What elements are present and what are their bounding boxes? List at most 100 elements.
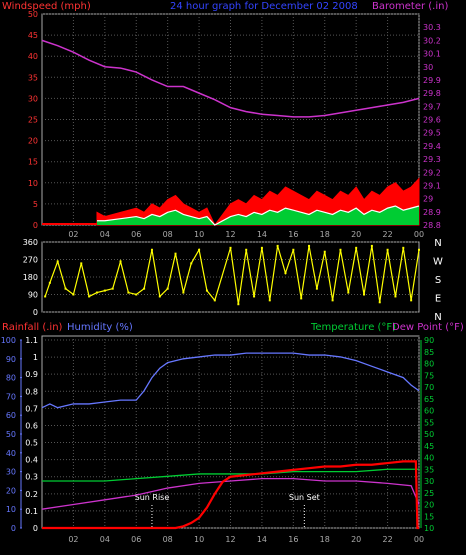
- barometer-y-tick: 29.4: [423, 142, 441, 151]
- wind-direction-point: [190, 262, 193, 265]
- sun-annotation: Sun Set: [289, 493, 320, 502]
- temperature-y-tick: 35: [424, 465, 434, 474]
- rain-y-tick: 1.1: [25, 336, 38, 345]
- wind-x-tick: 06: [131, 230, 141, 239]
- wind-direction-point: [315, 287, 318, 290]
- humidity-y-tick: 20: [6, 486, 16, 495]
- humidity-x-tick: 22: [382, 535, 392, 544]
- barometer-y-tick: 30: [423, 63, 433, 72]
- barometer-axis-label: Barometer (.in): [372, 1, 448, 12]
- wind-panel-ticks: 0 5 10 15 20 25 30 35 40 45 50 28.8 28.9 29 29.1 29.2 29…: [28, 10, 441, 239]
- wind-direction-point: [44, 295, 47, 298]
- temperature-y-tick: 15: [424, 512, 434, 521]
- temperature-y-tick: 90: [424, 336, 434, 345]
- barometer-y-tick: 29: [423, 195, 433, 204]
- wind-direction-point: [88, 295, 91, 298]
- direction-y-tick: 180: [23, 273, 38, 282]
- wind-direction-point: [245, 248, 248, 251]
- wind-direction-point: [95, 291, 98, 294]
- barometer-y-tick: 29.1: [423, 181, 441, 190]
- wind-direction-point: [127, 291, 130, 294]
- barometer-y-tick: 29.7: [423, 102, 441, 111]
- humidity-x-tick: 12: [225, 535, 235, 544]
- wind-y-tick: 30: [28, 94, 38, 103]
- wind-direction-point: [119, 260, 122, 263]
- humidity-line: [41, 352, 420, 409]
- humidity-y-tick: 50: [6, 430, 16, 439]
- barometer-y-tick: 30.1: [423, 50, 441, 59]
- wind-direction-point: [103, 289, 106, 292]
- wind-y-tick: 10: [28, 179, 38, 188]
- wind-y-tick: 0: [33, 221, 38, 230]
- wind-direction-point: [150, 248, 153, 251]
- direction-panel-series: [44, 244, 420, 306]
- wind-direction-point: [276, 244, 279, 247]
- wind-y-tick: 35: [28, 73, 38, 82]
- wind-direction-point: [347, 291, 350, 294]
- barometer-line: [41, 39, 420, 118]
- compass-label: S: [435, 275, 441, 286]
- compass-label: N: [434, 238, 441, 249]
- humidity-y-tick: 10: [6, 505, 16, 514]
- wind-direction-point: [339, 248, 342, 251]
- wind-direction-point: [213, 299, 216, 302]
- temperature-y-tick: 25: [424, 489, 434, 498]
- rain-y-tick: 0.4: [25, 456, 38, 465]
- wind-direction-point: [308, 244, 311, 247]
- wind-direction-point: [394, 295, 397, 298]
- temperature-y-tick: 70: [424, 383, 434, 392]
- barometer-y-tick: 30.2: [423, 36, 441, 45]
- rain-y-tick: 0.8: [25, 387, 38, 396]
- humidity-x-tick: 06: [131, 535, 141, 544]
- wind-x-tick: 18: [320, 230, 330, 239]
- wind-x-tick: 02: [68, 230, 78, 239]
- barometer-y-tick: 29.8: [423, 89, 441, 98]
- temperature-y-tick: 20: [424, 501, 434, 510]
- wind-direction-point: [253, 295, 256, 298]
- wind-direction-point: [268, 299, 271, 302]
- wind-x-tick: 00: [414, 230, 424, 239]
- rainfall-axis-label: Rainfall (.in): [2, 322, 63, 333]
- wind-direction-point: [300, 297, 303, 300]
- humidity-y-tick: 100: [1, 336, 16, 345]
- wind-y-tick: 40: [28, 52, 38, 61]
- windspeed-axis-label: Windspeed (mph): [2, 1, 91, 12]
- sun-annotation: Sun Rise: [135, 493, 170, 502]
- wind-direction-point: [64, 287, 67, 290]
- wind-x-tick: 12: [225, 230, 235, 239]
- wind-x-tick: 14: [257, 230, 267, 239]
- temperature-line: [42, 468, 419, 482]
- rain-y-tick: 0.5: [25, 439, 38, 448]
- temperature-y-tick: 50: [424, 430, 434, 439]
- temperature-y-tick: 45: [424, 442, 434, 451]
- wind-direction-point: [56, 260, 59, 263]
- wind-y-tick: 50: [28, 10, 38, 19]
- temperature-y-tick: 10: [424, 524, 434, 533]
- wind-panel-grid: [42, 13, 420, 226]
- humidity-x-tick: 20: [351, 535, 361, 544]
- wind-y-tick: 25: [28, 116, 38, 125]
- wind-direction-point: [386, 248, 389, 251]
- rain-y-tick: 0.1: [25, 507, 38, 516]
- temperature-y-tick: 80: [424, 360, 434, 369]
- humidity-x-tick: 08: [163, 535, 173, 544]
- wind-direction-point: [260, 246, 263, 249]
- temperature-y-tick: 40: [424, 454, 434, 463]
- wind-y-tick: 20: [28, 137, 38, 146]
- humidity-x-tick: 00: [414, 535, 424, 544]
- wind-direction-point: [143, 287, 146, 290]
- rain-y-tick: 1: [33, 353, 38, 362]
- wind-direction-point: [48, 281, 51, 284]
- direction-y-tick: 360: [23, 238, 38, 247]
- dewpoint-axis-label: Dew Point (°F): [392, 322, 464, 333]
- rain-y-tick: 0.3: [25, 473, 38, 482]
- rain-y-tick: 0.2: [25, 490, 38, 499]
- direction-y-tick: 270: [23, 256, 38, 265]
- barometer-y-tick: 29.9: [423, 76, 441, 85]
- humidity-panel-ticks: 010203040506070809010000.10.20.30.40.50.…: [1, 336, 434, 544]
- barometer-y-tick: 29.6: [423, 116, 441, 125]
- rain-y-tick: 0.6: [25, 421, 38, 430]
- humidity-panel-grid: [42, 336, 420, 529]
- barometer-y-tick: 29.5: [423, 129, 441, 138]
- humidity-x-tick: 18: [320, 535, 330, 544]
